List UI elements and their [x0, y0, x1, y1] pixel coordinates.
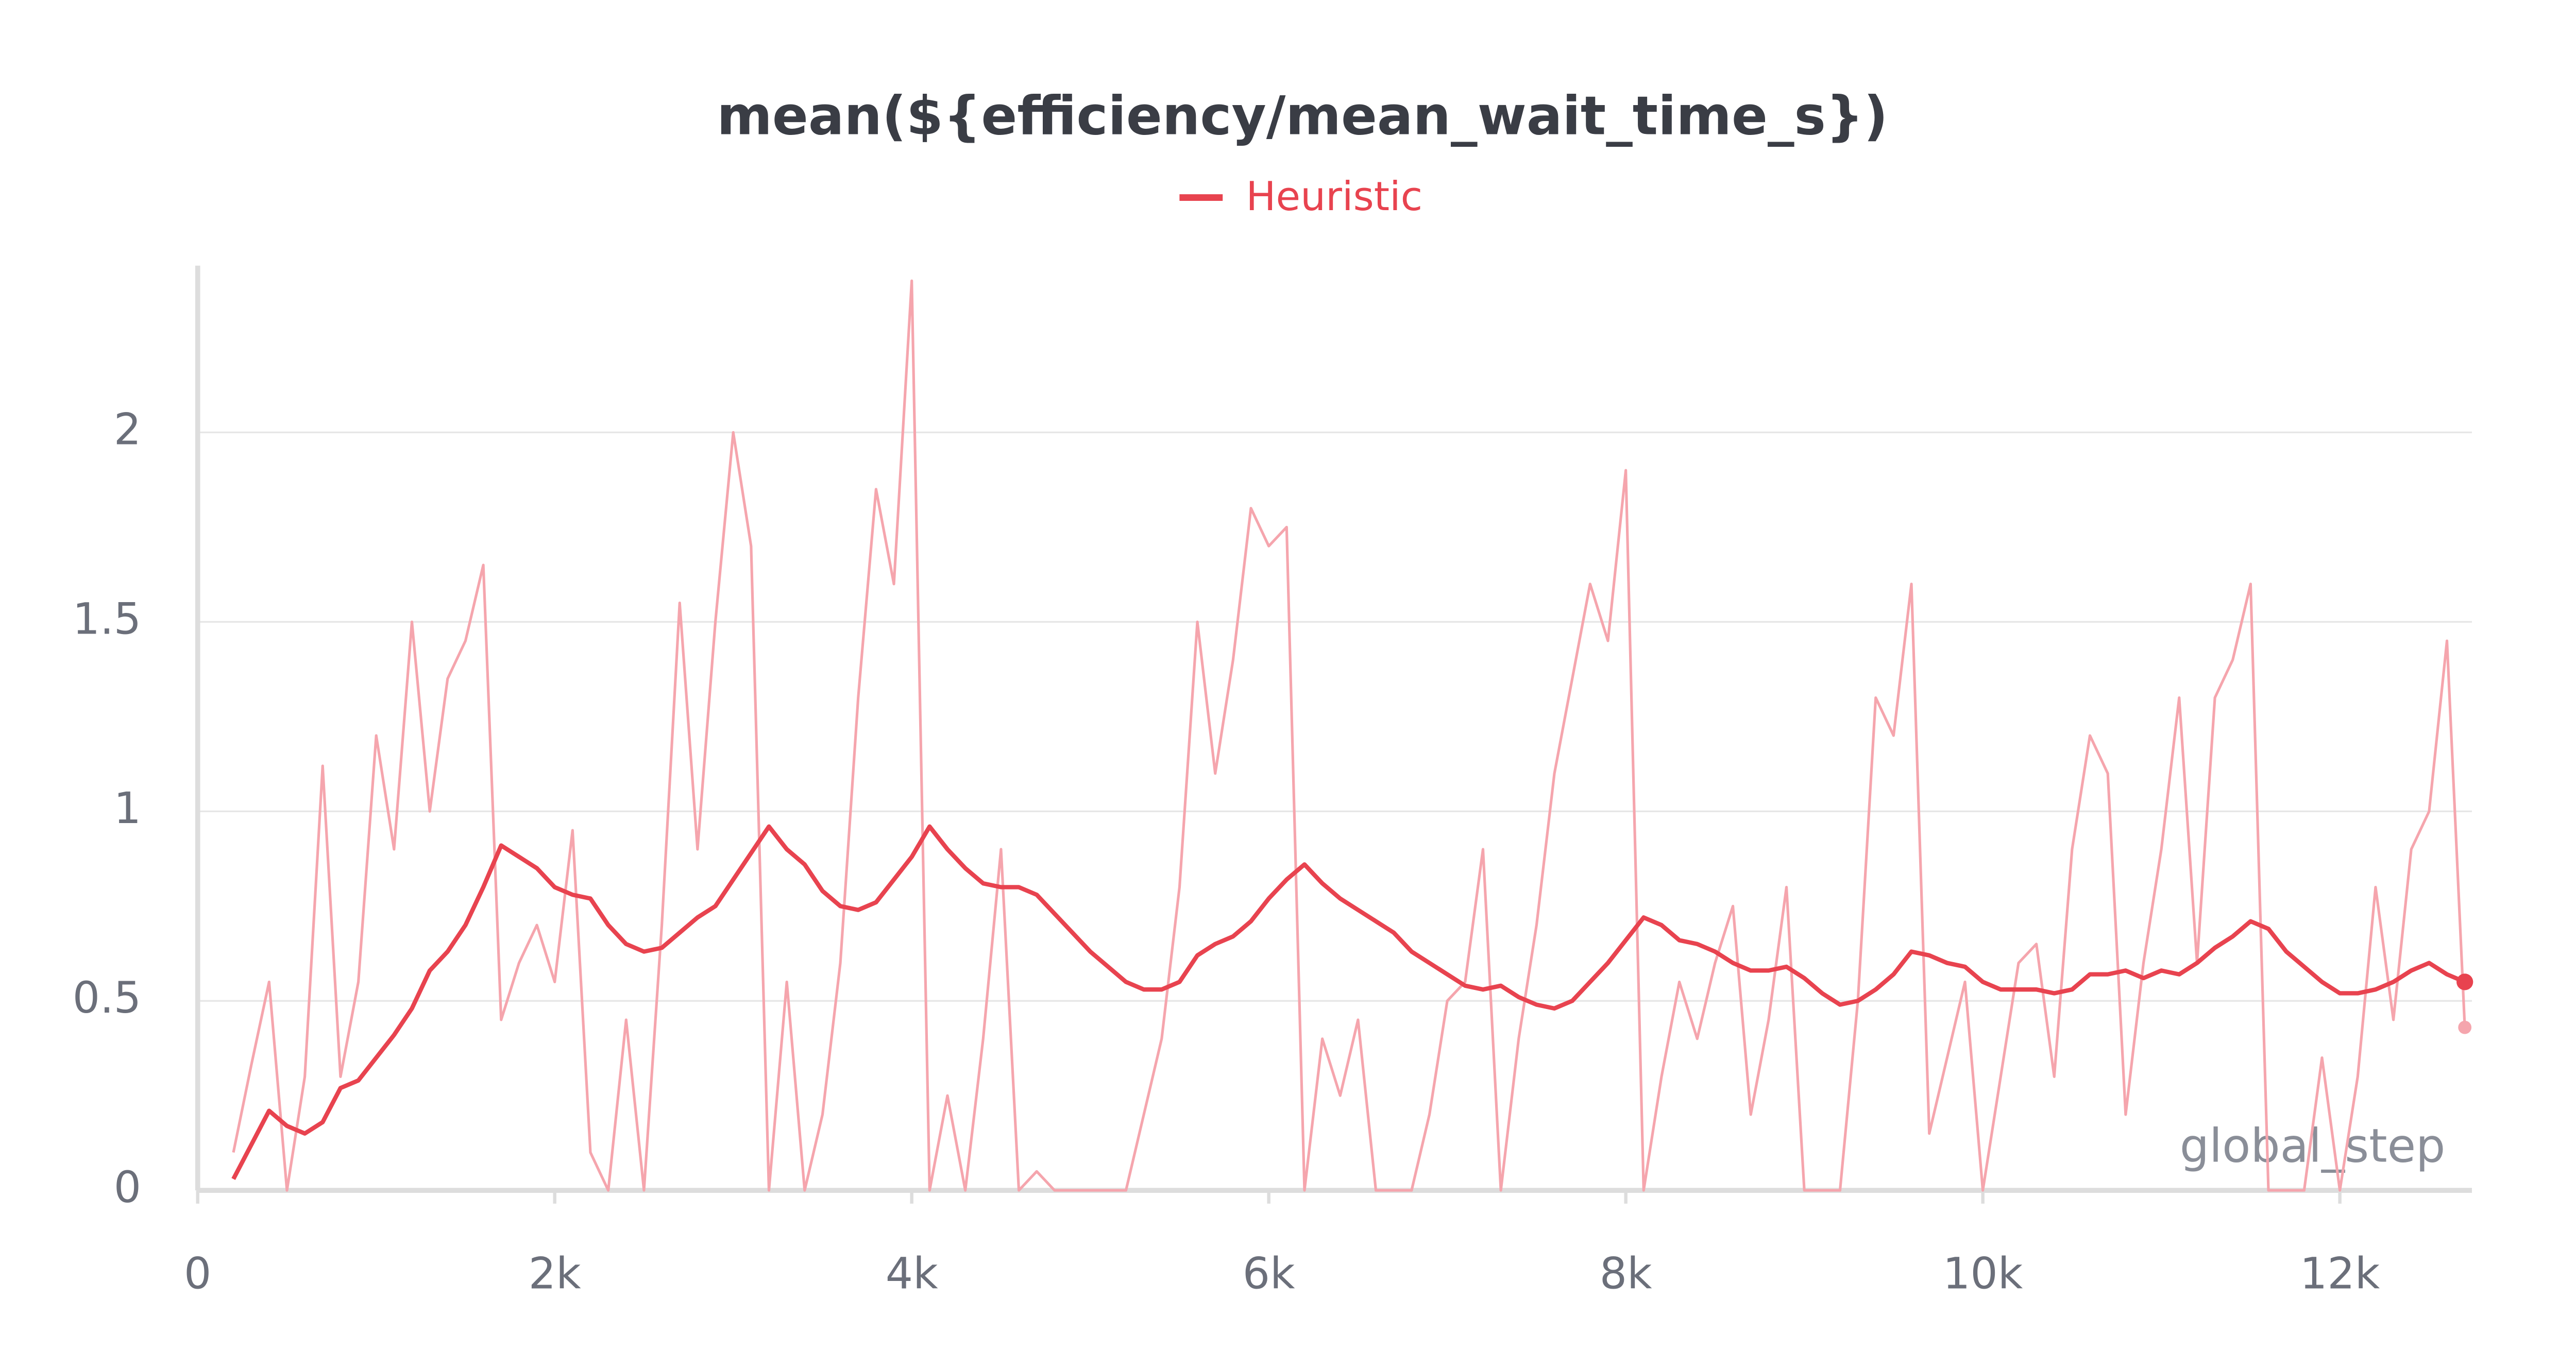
y-tick-label: 1	[114, 783, 141, 833]
series-line	[231, 824, 2466, 1180]
x-tick-label: 8k	[1600, 1249, 1652, 1299]
legend-label[interactable]: Heuristic	[1246, 174, 1422, 220]
x-tick-label: 12k	[2300, 1249, 2380, 1299]
x-tick-label: 2k	[529, 1249, 581, 1299]
end-point	[2458, 1020, 2472, 1034]
chart-title: mean(${efficiency/mean_wait_time_s})	[717, 85, 1888, 147]
x-tick-label: 4k	[886, 1249, 938, 1299]
y-tick-label: 0.5	[73, 972, 141, 1023]
y-tick-label: 2	[114, 404, 141, 454]
x-tick-label: 10k	[1943, 1249, 2023, 1299]
y-tick-label: 0	[114, 1162, 141, 1212]
y-tick-label: 1.5	[73, 593, 141, 644]
series-line	[232, 279, 2466, 1192]
x-tick-label: 0	[184, 1249, 211, 1299]
x-tick-label: 6k	[1243, 1249, 1295, 1299]
end-point	[2456, 973, 2473, 990]
